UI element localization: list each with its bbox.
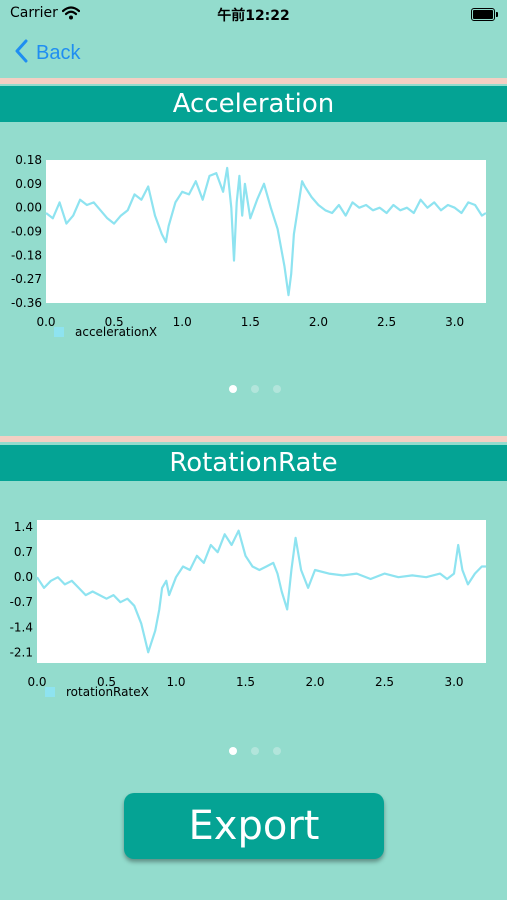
series-line-rotationRateX	[36, 529, 486, 654]
x-tick-label: 1.5	[241, 315, 260, 329]
y-tick-label: 0.18	[15, 153, 42, 167]
x-tick-label: 1.5	[236, 675, 255, 689]
y-tick-label: 0.7	[14, 545, 33, 559]
plot-area	[46, 160, 486, 303]
x-tick-label: 1.0	[166, 675, 185, 689]
section-divider	[0, 78, 507, 84]
x-tick-label: 2.0	[309, 315, 328, 329]
battery-icon	[471, 8, 498, 21]
carrier-label: Carrier	[10, 5, 58, 21]
wifi-icon	[61, 5, 81, 24]
legend-label: rotationRateX	[66, 685, 149, 699]
rotation-rate-chart-container: 1.4 0.7 0.0 -0.7 -1.4 -2.1 0.0 0.5 1.0 1.5 2.0 2.5 3…	[0, 512, 507, 712]
legend-swatch	[54, 327, 64, 337]
x-tick-label: 3.0	[445, 315, 464, 329]
pager-dots-1	[0, 385, 507, 395]
y-tick-label: -0.7	[10, 595, 33, 609]
x-tick-label: 1.0	[173, 315, 192, 329]
y-tick-label: -2.1	[10, 645, 33, 659]
y-tick-label: -1.4	[10, 620, 33, 634]
plot-area	[37, 520, 486, 663]
pager-dots-2	[0, 747, 507, 757]
x-tick-label: 2.0	[305, 675, 324, 689]
legend-swatch	[45, 687, 55, 697]
x-tick-label: 0.5	[105, 315, 124, 329]
x-tick-label: 2.5	[375, 675, 394, 689]
status-time: 午前12:22	[217, 8, 290, 24]
status-bar: Carrier 午前12:22	[0, 0, 507, 28]
acceleration-chart-container: 0.18 0.09 0.00 -0.09 -0.18 -0.27 -0.36 0.0 0.5 1.…	[0, 150, 507, 350]
pager-dot-1[interactable]	[229, 385, 237, 393]
x-tick-label: 2.5	[377, 315, 396, 329]
back-button[interactable]: Back	[14, 38, 80, 68]
series-line-accelerationX	[45, 166, 487, 297]
x-tick-label: 0.0	[36, 315, 55, 329]
pager-dot-3[interactable]	[273, 385, 281, 393]
section-divider	[0, 436, 507, 442]
y-tick-label: -0.36	[11, 296, 42, 310]
x-tick-label: 0.0	[27, 675, 46, 689]
pager-dot-1[interactable]	[229, 747, 237, 755]
y-tick-label: 0.09	[15, 177, 42, 191]
y-tick-label: 0.0	[14, 570, 33, 584]
back-label: Back	[36, 41, 81, 64]
acceleration-header: Acceleration	[0, 86, 507, 122]
y-tick-label: -0.18	[11, 248, 42, 262]
y-tick-label: 1.4	[14, 520, 33, 534]
chevron-left-icon	[14, 39, 28, 67]
y-tick-label: -0.09	[11, 225, 42, 239]
y-tick-label: -0.27	[11, 272, 42, 286]
acceleration-chart[interactable]: 0.18 0.09 0.00 -0.09 -0.18 -0.27 -0.36 0.0 0.5 1.…	[0, 150, 507, 350]
pager-dot-3[interactable]	[273, 747, 281, 755]
x-tick-label: 3.0	[444, 675, 463, 689]
pager-dot-2[interactable]	[251, 385, 259, 393]
rotation-rate-header: RotationRate	[0, 445, 507, 481]
x-tick-label: 0.5	[97, 675, 116, 689]
legend-label: accelerationX	[75, 325, 157, 339]
rotation-rate-chart[interactable]: 1.4 0.7 0.0 -0.7 -1.4 -2.1 0.0 0.5 1.0 1.5 2.0 2.5 3…	[0, 512, 507, 712]
pager-dot-2[interactable]	[251, 747, 259, 755]
export-button[interactable]: Export	[124, 793, 384, 859]
y-tick-label: 0.00	[15, 201, 42, 215]
